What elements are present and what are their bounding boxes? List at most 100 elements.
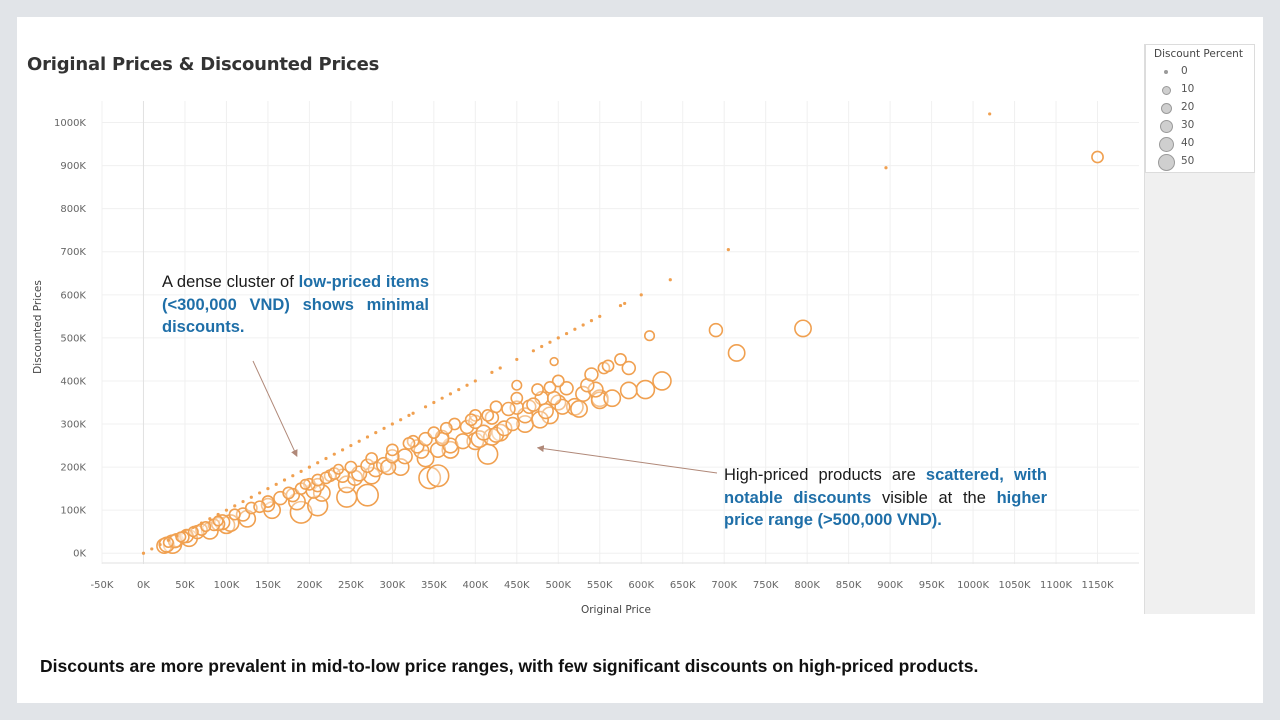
x-tick-label: 1050K (999, 580, 1031, 591)
x-tick-label: 1000K (957, 580, 989, 591)
legend-label: 50 (1181, 155, 1195, 167)
scatter-point (537, 403, 554, 420)
legend-size-swatch (1161, 85, 1171, 95)
scatter-point (399, 418, 403, 422)
scatter-point (459, 419, 475, 435)
annotation-highlight: scattered, with notable discounts (724, 466, 1047, 507)
scatter-point (299, 478, 311, 490)
annotation-text: A dense cluster of (162, 273, 299, 291)
scatter-point (440, 396, 444, 400)
scatter-point (621, 360, 637, 376)
scatter-point (176, 530, 190, 544)
x-tick-label: 0K (137, 580, 150, 591)
legend-label: 40 (1181, 137, 1195, 149)
scatter-point (418, 466, 442, 490)
scatter-point (224, 508, 229, 512)
scatter-point (253, 500, 267, 514)
scatter-point (183, 530, 187, 534)
scatter-point (299, 469, 303, 473)
scatter-point (291, 474, 295, 478)
legend-item: 50 (1146, 153, 1256, 171)
scatter-point (598, 314, 602, 318)
scatter-point (635, 379, 656, 400)
scatter-point (365, 452, 379, 465)
scatter-point (337, 475, 356, 494)
scatter-point (150, 547, 154, 551)
scatter-point (396, 448, 413, 465)
legend-item: 0 (1146, 63, 1256, 81)
scatter-point (162, 536, 174, 549)
scatter-point (336, 486, 358, 508)
scatter-point (289, 500, 313, 524)
scatter-point (549, 356, 559, 367)
x-tick-label: 100K (214, 580, 240, 591)
legend-item: 20 (1146, 99, 1256, 117)
scatter-point (564, 331, 569, 336)
scatter-point (708, 322, 724, 338)
scatter-point (587, 381, 604, 398)
scatter-point (228, 508, 241, 521)
y-tick-label: 700K (60, 247, 86, 258)
scatter-point (601, 359, 615, 373)
scatter-point (407, 413, 411, 418)
scatter-point (540, 344, 544, 349)
scatter-point (191, 525, 195, 529)
x-tick-label: 550K (587, 580, 613, 591)
scatter-point (559, 381, 574, 396)
scatter-point (639, 293, 643, 297)
scatter-point (727, 344, 746, 362)
legend-size-swatch (1157, 153, 1175, 171)
annotation-text: visible at the (871, 488, 997, 507)
legend-label: 10 (1181, 83, 1195, 95)
scatter-point (166, 538, 170, 542)
legend-size-swatch (1159, 119, 1173, 133)
scatter-point (423, 405, 428, 409)
scatter-point (526, 397, 541, 412)
scatter-point (475, 424, 492, 441)
scatter-point (307, 465, 311, 469)
y-tick-label: 900K (60, 161, 86, 172)
legend-label: 30 (1181, 119, 1195, 131)
scatter-point (457, 387, 461, 392)
scatter-point (258, 491, 262, 495)
scatter-point (274, 482, 278, 486)
scatter-point (332, 463, 344, 475)
y-tick-label: 200K (60, 463, 86, 474)
annotation-highlight: low-priced items (<300,000 VND) shows mi… (162, 273, 429, 336)
scatter-point (473, 379, 477, 383)
scatter-point (541, 406, 559, 425)
legend-panel: Discount Percent 0 10 20 30 40 50 (1144, 44, 1255, 614)
legend-size-swatch (1160, 102, 1172, 114)
scatter-point (427, 426, 441, 440)
y-tick-label: 300K (60, 420, 86, 431)
x-tick-label: 150K (255, 580, 281, 591)
scatter-point (531, 349, 535, 353)
scatter-point (266, 487, 270, 491)
scatter-point (282, 478, 287, 482)
scatter-point (199, 521, 204, 525)
legend-item: 40 (1146, 135, 1256, 153)
annotation-text: High-priced products are (724, 466, 926, 484)
scatter-point (208, 517, 212, 521)
scatter-point (402, 437, 416, 450)
scatter-point (355, 483, 379, 507)
y-tick-label: 1000K (54, 118, 86, 129)
scatter-point (496, 420, 513, 437)
scatter-point (416, 449, 435, 468)
scatter-point (344, 460, 358, 474)
scatter-point (505, 416, 520, 432)
scatter-plot: -50K 0K 50K 100K 150K 200K 250K 300K 350K 400K 450… (32, 101, 1139, 616)
scatter-point (726, 247, 730, 252)
slide: Original Prices & Discounted Prices -50K… (17, 17, 1263, 703)
legend-size-swatch (1158, 136, 1174, 152)
x-tick-label: 250K (338, 580, 364, 591)
scatter-point (360, 458, 375, 474)
scatter-point (481, 409, 495, 422)
x-tick-label: 500K (545, 580, 571, 591)
scatter-point (441, 440, 460, 459)
scatter-point (515, 357, 519, 362)
x-tick-label: 750K (753, 580, 779, 591)
x-tick-label: 50K (175, 580, 195, 591)
legend-label: 20 (1181, 101, 1195, 113)
scatter-point (448, 392, 453, 396)
